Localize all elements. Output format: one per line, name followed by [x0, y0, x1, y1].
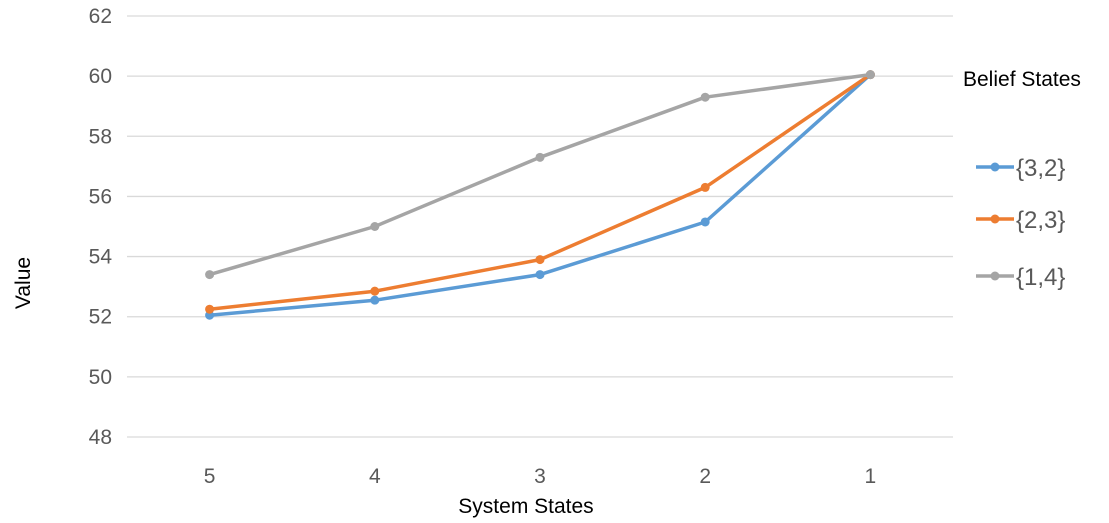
- series-line-3: [207, 72, 873, 277]
- y-tick-label-48: 48: [89, 426, 112, 449]
- data-point-s1-2: [700, 217, 710, 227]
- y-tick-label-50: 50: [89, 366, 112, 389]
- x-axis-title: System States: [458, 495, 593, 518]
- legend: Belief States {3,2} {2,3} {1,4}: [963, 68, 1081, 291]
- x-tick-label-2: 2: [699, 465, 711, 488]
- data-point-s3-1: [865, 70, 875, 80]
- y-tick-label-60: 60: [89, 65, 112, 88]
- y-tick-label-58: 58: [89, 125, 112, 148]
- x-tick-label-1: 1: [865, 465, 877, 488]
- legend-marker-3: [990, 271, 1000, 281]
- x-tick-label-3: 3: [534, 465, 546, 488]
- legend-label-1: {3,2}: [1016, 155, 1065, 182]
- y-tick-label-62: 62: [89, 5, 112, 28]
- data-point-s3-4: [370, 222, 380, 231]
- data-point-s1-4: [370, 295, 380, 305]
- data-point-s3-5: [205, 270, 215, 280]
- data-point-s3-2: [700, 92, 710, 102]
- x-tick-label-4: 4: [369, 465, 381, 488]
- x-axis-ticks: 5 4 3 2 1: [204, 465, 876, 488]
- data-point-s2-3: [535, 255, 545, 265]
- data-point-s2-5: [205, 304, 215, 314]
- x-tick-label-5: 5: [204, 465, 216, 488]
- legend-title: Belief States: [963, 68, 1081, 91]
- legend-label-3: {1,4}: [1016, 264, 1065, 291]
- y-tick-label-52: 52: [89, 306, 112, 329]
- legend-marker-1: [990, 162, 1000, 172]
- data-point-s1-3: [535, 270, 545, 280]
- series-lines: [205, 70, 875, 320]
- gridlines: [127, 15, 953, 438]
- legend-marker-2: [990, 214, 1000, 224]
- y-tick-label-56: 56: [89, 185, 112, 208]
- y-axis-title: Value: [12, 257, 35, 309]
- data-point-s2-2: [700, 182, 710, 192]
- legend-label-2: {2,3}: [1016, 207, 1065, 234]
- data-point-s3-3: [535, 152, 545, 162]
- y-tick-label-54: 54: [89, 246, 113, 269]
- data-point-s2-4: [370, 286, 380, 296]
- y-axis-ticks: 48 50 52 54 56 58 60 62: [89, 5, 113, 449]
